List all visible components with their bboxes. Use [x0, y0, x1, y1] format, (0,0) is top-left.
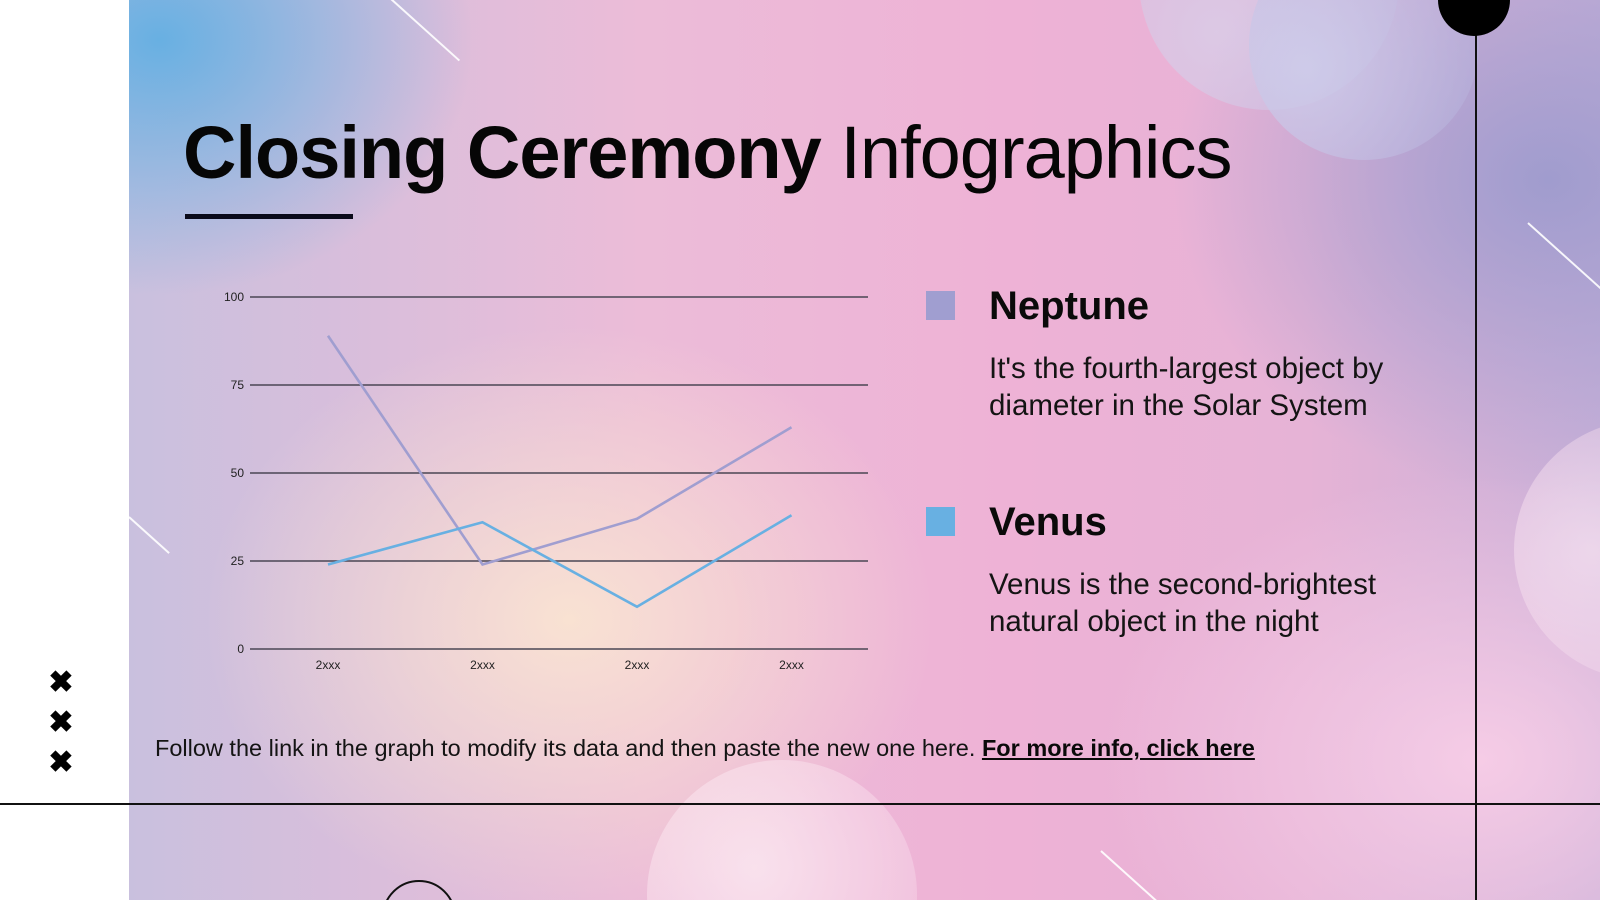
- title-bold-part: Closing Ceremony: [183, 111, 822, 194]
- neptune-color-swatch: [926, 291, 955, 320]
- y-tick-label: 0: [237, 642, 244, 656]
- x-mark-icon: ✖: [48, 666, 74, 699]
- decorative-circle: [1249, 0, 1479, 160]
- title-light-part: Infographics: [840, 111, 1232, 194]
- horizontal-rule: [0, 803, 1600, 805]
- decorative-slash: [1100, 850, 1169, 900]
- decorative-slash: [129, 516, 170, 554]
- line-chart[interactable]: 0 25 50 75 100 2xxx 2xxx 2xxx 2xxx: [200, 280, 880, 680]
- decorative-slash: [390, 0, 461, 62]
- legend-title: Neptune: [989, 284, 1149, 328]
- page-title: Closing Ceremony Infographics: [183, 108, 1233, 198]
- x-mark-icon: ✖: [48, 706, 74, 739]
- title-underline: [185, 214, 353, 219]
- footer-instructions: Follow the link in the graph to modify i…: [155, 732, 1255, 764]
- series-line-venus: [327, 514, 793, 609]
- left-margin-strip: [0, 0, 129, 900]
- legend-description: Venus is the second-brightest natural ob…: [989, 568, 1377, 638]
- vertical-rule: [1475, 0, 1477, 900]
- decorative-slash: [1527, 222, 1600, 298]
- line-chart-canvas: 0 25 50 75 100 2xxx 2xxx 2xxx 2xxx: [224, 290, 868, 672]
- y-tick-label: 75: [231, 378, 245, 392]
- x-marks-decoration: ✖ ✖ ✖: [46, 663, 76, 783]
- venus-color-swatch: [926, 507, 955, 536]
- x-tick-label: 2xxx: [779, 658, 804, 672]
- decorative-circle: [1514, 420, 1600, 680]
- x-mark-icon: ✖: [48, 746, 74, 779]
- legend-title: Venus: [989, 500, 1107, 544]
- legend-description: It's the fourth-largest object by diamet…: [989, 352, 1384, 422]
- y-tick-label: 100: [224, 290, 244, 304]
- y-tick-label: 25: [231, 554, 245, 568]
- y-tick-label: 50: [231, 466, 245, 480]
- decorative-circle: [647, 760, 917, 900]
- series-line-neptune: [326, 334, 793, 567]
- footer-text: Follow the link in the graph to modify i…: [155, 735, 976, 761]
- x-tick-label: 2xxx: [470, 658, 495, 672]
- x-tick-label: 2xxx: [316, 658, 341, 672]
- more-info-link[interactable]: For more info, click here: [981, 735, 1255, 761]
- slide-background: [129, 0, 1600, 900]
- x-tick-label: 2xxx: [625, 658, 650, 672]
